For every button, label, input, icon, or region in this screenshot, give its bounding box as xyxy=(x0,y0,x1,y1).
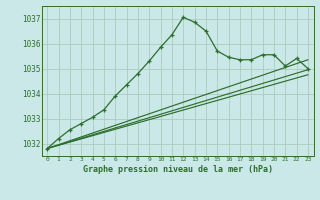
X-axis label: Graphe pression niveau de la mer (hPa): Graphe pression niveau de la mer (hPa) xyxy=(83,165,273,174)
